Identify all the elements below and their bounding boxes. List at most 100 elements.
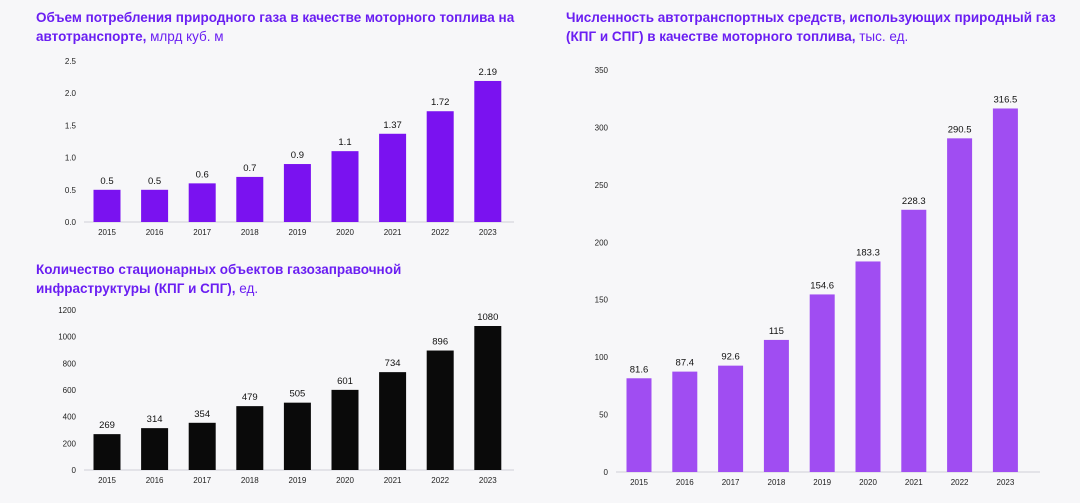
chart1-y-tick-label: 2.0 xyxy=(65,89,77,98)
chart2-x-tick-label: 2015 xyxy=(98,476,116,485)
chart2-x-tick-label: 2022 xyxy=(431,476,449,485)
chart1-data-label: 0.6 xyxy=(196,169,209,180)
chart3-y-tick-label: 200 xyxy=(595,238,609,247)
chart3-y-tick-label: 150 xyxy=(595,296,609,305)
chart3-x-tick-label: 2019 xyxy=(813,478,831,487)
chart1-data-label: 1.72 xyxy=(431,97,450,108)
chart3-data-label: 228.3 xyxy=(902,196,926,207)
chart3-x-tick-label: 2018 xyxy=(768,478,786,487)
chart1-bar-2020 xyxy=(331,151,359,222)
chart3-x-tick-label: 2016 xyxy=(676,478,694,487)
chart2-title: Количество стационарных объектов газозап… xyxy=(36,260,516,298)
chart2-data-label: 269 xyxy=(99,420,115,431)
chart2-data-label: 479 xyxy=(242,392,258,403)
chart3-x-tick-label: 2015 xyxy=(630,478,648,487)
chart1-x-tick-label: 2023 xyxy=(479,228,497,237)
chart2-x-tick-label: 2017 xyxy=(193,476,211,485)
chart3-data-label: 115 xyxy=(769,326,784,337)
chart1-title-text: Объем потребления природного газа в каче… xyxy=(36,10,515,44)
chart1-data-label: 0.5 xyxy=(148,176,161,187)
chart2-data-label: 314 xyxy=(147,414,163,425)
chart3-bar-2016 xyxy=(672,371,698,472)
chart3-title-unit: тыс. ед. xyxy=(855,29,909,44)
chart3-x-tick-label: 2020 xyxy=(859,478,877,487)
chart3-x-tick-label: 2017 xyxy=(722,478,740,487)
chart3-bar-2022 xyxy=(947,138,973,472)
chart1-x-tick-label: 2019 xyxy=(289,228,307,237)
chart1-x-tick-label: 2020 xyxy=(336,228,354,237)
chart2-y-tick-label: 1200 xyxy=(58,306,76,315)
chart2-y-tick-label: 200 xyxy=(63,439,77,448)
chart3-bar-2015 xyxy=(626,378,652,472)
chart1-bar-2021 xyxy=(379,133,407,222)
chart1-y-tick-label: 2.5 xyxy=(65,57,77,66)
chart1-y-tick-label: 0.5 xyxy=(65,186,77,195)
chart2-bar-2023 xyxy=(474,326,502,470)
chart2-bar-2016 xyxy=(141,428,169,470)
chart2-data-label: 734 xyxy=(385,358,401,369)
chart3-y-tick-label: 100 xyxy=(595,353,609,362)
chart2-bar-2018 xyxy=(236,406,264,470)
chart1-y-tick-label: 1.5 xyxy=(65,121,77,130)
chart2-data-label: 896 xyxy=(432,337,448,348)
chart2-x-tick-label: 2016 xyxy=(146,476,164,485)
chart2-x-tick-label: 2023 xyxy=(479,476,497,485)
chart2-bar-2019 xyxy=(283,402,311,470)
chart1-x-tick-label: 2021 xyxy=(384,228,402,237)
chart1-bar-2019 xyxy=(283,164,311,222)
chart3-x-tick-label: 2021 xyxy=(905,478,923,487)
chart3-data-label: 92.6 xyxy=(721,352,740,363)
chart1-y-tick-label: 1.0 xyxy=(65,154,77,163)
chart2-x-tick-label: 2019 xyxy=(289,476,307,485)
chart2-title-unit: ед. xyxy=(235,281,259,296)
chart3-title-text: Численность автотранспортных средств, ис… xyxy=(566,10,1056,44)
chart2-y-tick-label: 600 xyxy=(63,386,77,395)
chart3-bar-2017 xyxy=(718,365,744,472)
chart2-data-label: 1080 xyxy=(477,312,498,323)
chart1-bar-2022 xyxy=(426,111,454,222)
chart1-bar-2023 xyxy=(474,80,502,223)
chart1-x-tick-label: 2022 xyxy=(431,228,449,237)
chart2-title-text: Количество стационарных объектов газозап… xyxy=(36,262,402,296)
chart3-data-label: 81.6 xyxy=(630,364,649,375)
chart3-bar-2023 xyxy=(992,108,1018,472)
chart2-y-tick-label: 1000 xyxy=(58,333,76,342)
chart3-x-tick-label: 2022 xyxy=(951,478,969,487)
chart3-bar-2018 xyxy=(763,339,789,472)
chart1-title-unit: млрд куб. м xyxy=(146,29,224,44)
chart3-y-tick-label: 250 xyxy=(595,181,609,190)
chart2-x-tick-label: 2020 xyxy=(336,476,354,485)
chart3-data-label: 154.6 xyxy=(810,280,834,291)
chart3-y-tick-label: 50 xyxy=(599,411,608,420)
chart2-y-tick-label: 400 xyxy=(63,413,77,422)
chart1-data-label: 0.5 xyxy=(100,176,113,187)
chart2-y-tick-label: 800 xyxy=(63,359,77,368)
chart1-title: Объем потребления природного газа в каче… xyxy=(36,8,526,46)
chart2-data-label: 505 xyxy=(289,389,305,400)
chart1-y-tick-label: 0.0 xyxy=(65,218,77,227)
chart3-title: Численность автотранспортных средств, ис… xyxy=(566,8,1056,46)
chart1-bar-2018 xyxy=(236,176,264,222)
chart2-bar-2021 xyxy=(379,372,407,470)
chart3-bar-2019 xyxy=(809,294,835,472)
chart1-x-tick-label: 2018 xyxy=(241,228,259,237)
chart2-bar-2020 xyxy=(331,389,359,470)
chart3-x-tick-label: 2023 xyxy=(997,478,1015,487)
chart2-y-tick-label: 0 xyxy=(72,466,77,475)
chart1-data-label: 0.7 xyxy=(243,163,256,174)
chart2-x-tick-label: 2021 xyxy=(384,476,402,485)
chart1-x-tick-label: 2015 xyxy=(98,228,116,237)
chart3-y-tick-label: 350 xyxy=(595,66,609,75)
chart2-bar-2015 xyxy=(93,434,121,470)
chart3-data-label: 183.3 xyxy=(856,247,880,258)
chart3-y-tick-label: 300 xyxy=(595,123,609,132)
chart3-bar-2021 xyxy=(901,209,927,473)
chart3-data-label: 87.4 xyxy=(676,358,695,369)
chart3-y-tick-label: 0 xyxy=(604,468,609,477)
chart1-bar-2015 xyxy=(93,189,121,222)
chart2-x-tick-label: 2018 xyxy=(241,476,259,485)
chart3-data-label: 290.5 xyxy=(948,124,972,135)
